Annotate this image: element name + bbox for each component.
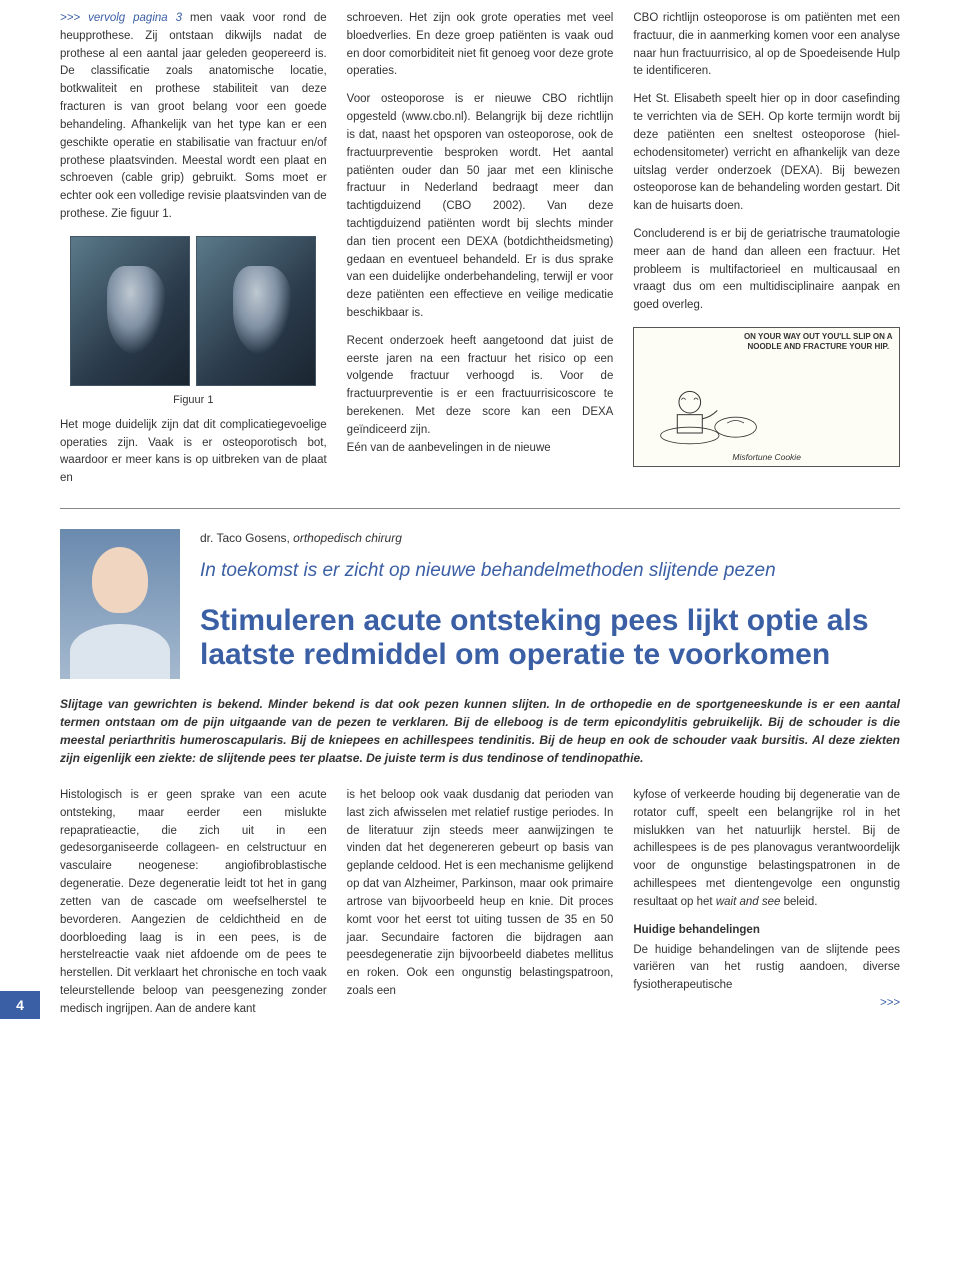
continuation-marker: >>> vervolg pagina 3 — [60, 12, 182, 24]
article2-subhead: Huidige behandelingen — [633, 922, 900, 940]
cartoon-box: ON YOUR WAY OUT YOU'LL SLIP ON A NOODLE … — [633, 327, 900, 467]
cartoon-caption: Misfortune Cookie — [634, 451, 899, 464]
article1-col3-p3: Concluderend is er bij de geriatrische t… — [633, 226, 900, 315]
article2-titles: dr. Taco Gosens, orthopedisch chirurg In… — [200, 529, 900, 673]
article1-col2-p1: schroeven. Het zijn ook grote operaties … — [347, 10, 614, 81]
xray-image-left — [70, 236, 190, 386]
article2-columns: Histologisch is er geen sprake van een a… — [60, 787, 900, 1019]
article2-kicker: In toekomst is er zicht op nieuwe behand… — [200, 557, 900, 586]
col3-p1c: beleid. — [780, 896, 817, 908]
article1-col2-p2: Voor osteoporose is er nieuwe CBO richtl… — [347, 91, 614, 323]
article1-col1-p2: Het moge duidelijk zijn dat dit complica… — [60, 417, 327, 488]
article1-col1-text: men vaak voor rond de heupprothese. Zij … — [60, 12, 327, 220]
article1-col2-p3: Recent onderzoek heeft aangetoond dat ju… — [347, 333, 614, 440]
article1-col2-p4: Eén van de aanbevelingen in de nieuwe — [347, 440, 614, 458]
cartoon-illustration — [642, 373, 788, 448]
author-name: dr. Taco Gosens, — [200, 531, 293, 545]
figure1-caption: Figuur 1 — [60, 392, 327, 409]
col3-p1b: wait and see — [716, 896, 781, 908]
article2-header: dr. Taco Gosens, orthopedisch chirurg In… — [60, 529, 900, 679]
page: >>> vervolg pagina 3 men vaak voor rond … — [0, 0, 960, 1019]
article2-col2: is het beloop ook vaak dusdanig dat peri… — [347, 787, 614, 1019]
article1-col3-p2: Het St. Elisabeth speelt hier op in door… — [633, 91, 900, 216]
article2-intro: Slijtage van gewrichten is bekend. Minde… — [60, 695, 900, 767]
author-photo — [60, 529, 180, 679]
col3-p1a: kyfose of verkeerde houding bij degenera… — [633, 789, 900, 908]
col3-p2-text: De huidige behandelingen van de slijtend… — [633, 944, 900, 992]
article1-col2: schroeven. Het zijn ook grote operaties … — [347, 10, 614, 488]
author-line: dr. Taco Gosens, orthopedisch chirurg — [200, 529, 900, 547]
article2-headline: Stimuleren acute ontsteking pees lijkt o… — [200, 604, 900, 673]
article1-col3: CBO richtlijn osteoporose is om patiënte… — [633, 10, 900, 488]
article1-col1: >>> vervolg pagina 3 men vaak voor rond … — [60, 10, 327, 488]
cartoon-speech: ON YOUR WAY OUT YOU'LL SLIP ON A NOODLE … — [742, 332, 896, 351]
continuation-forward: >>> — [633, 995, 900, 1013]
page-number: 4 — [0, 991, 40, 1019]
article2-col3: kyfose of verkeerde houding bij degenera… — [633, 787, 900, 1019]
article2-col3-p2: De huidige behandelingen van de slijtend… — [633, 942, 900, 995]
article2-col3-p1: kyfose of verkeerde houding bij degenera… — [633, 787, 900, 912]
article1-col3-p1: CBO richtlijn osteoporose is om patiënte… — [633, 10, 900, 81]
article1-columns: >>> vervolg pagina 3 men vaak voor rond … — [60, 10, 900, 488]
author-role: orthopedisch chirurg — [293, 531, 402, 545]
article2-col1: Histologisch is er geen sprake van een a… — [60, 787, 327, 1019]
xray-image-right — [196, 236, 316, 386]
article-divider — [60, 508, 900, 509]
figure1-images — [60, 236, 327, 386]
